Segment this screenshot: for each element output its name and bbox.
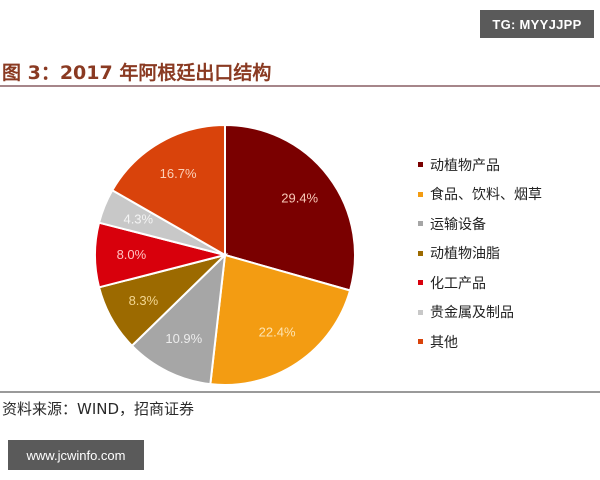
pie-slice [224, 123, 356, 292]
pie-slice-label: 4.3% [123, 212, 153, 227]
pie-slice-label: 10.9% [165, 331, 202, 346]
legend-item: 贵金属及制品 [418, 298, 542, 328]
pie-slice-label: 22.4% [259, 325, 296, 340]
pie-slices [94, 123, 356, 386]
legend-item: 其他 [418, 327, 542, 357]
title-divider [0, 85, 600, 87]
legend-label: 食品、饮料、烟草 [430, 187, 542, 204]
legend-item: 动植物产品 [418, 150, 542, 180]
pie-slice-label: 8.3% [129, 293, 159, 308]
legend-label: 动植物产品 [430, 157, 500, 174]
legend-label: 贵金属及制品 [430, 305, 514, 322]
legend-swatch [418, 309, 423, 315]
pie-slice-label: 16.7% [160, 166, 197, 181]
legend-item: 化工产品 [418, 268, 542, 298]
legend-item: 运输设备 [418, 209, 542, 239]
pie-slice-label: 29.4% [281, 191, 318, 206]
legend-item: 动植物油脂 [418, 239, 542, 269]
legend-swatch [418, 191, 423, 197]
legend-swatch [418, 339, 423, 345]
legend-label: 运输设备 [430, 216, 486, 233]
legend-label: 动植物油脂 [430, 246, 500, 263]
legend-swatch [418, 280, 423, 286]
figure-title: 图 3：2017 年阿根廷出口结构 [2, 62, 272, 84]
legend-swatch [418, 221, 423, 227]
chart-legend: 动植物产品食品、饮料、烟草 运输设备动植物油脂化工产品贵金属及制品 其他 [418, 150, 542, 357]
pie-slice [110, 123, 226, 257]
pie-slice [209, 253, 352, 386]
source-divider [0, 391, 600, 393]
pie-slice [130, 252, 227, 386]
legend-label: 化工产品 [430, 275, 486, 292]
legend-item: 食品、饮料、烟草 [418, 180, 542, 210]
pie-slice-labels: 29.4% 22.4% 10.9% 8.3% 8.0% 4.3% 16.7% [117, 166, 319, 346]
legend-swatch [418, 250, 423, 256]
legend-swatch [418, 162, 423, 168]
watermark-top-badge: TG: MYYJJPP [480, 10, 594, 38]
source-note: 资料来源：WIND，招商证券 [2, 400, 195, 418]
pie-slice-label: 8.0% [117, 247, 147, 262]
legend-label: 其他 [430, 334, 458, 351]
watermark-bottom-badge: www.jcwinfo.com [8, 440, 144, 470]
